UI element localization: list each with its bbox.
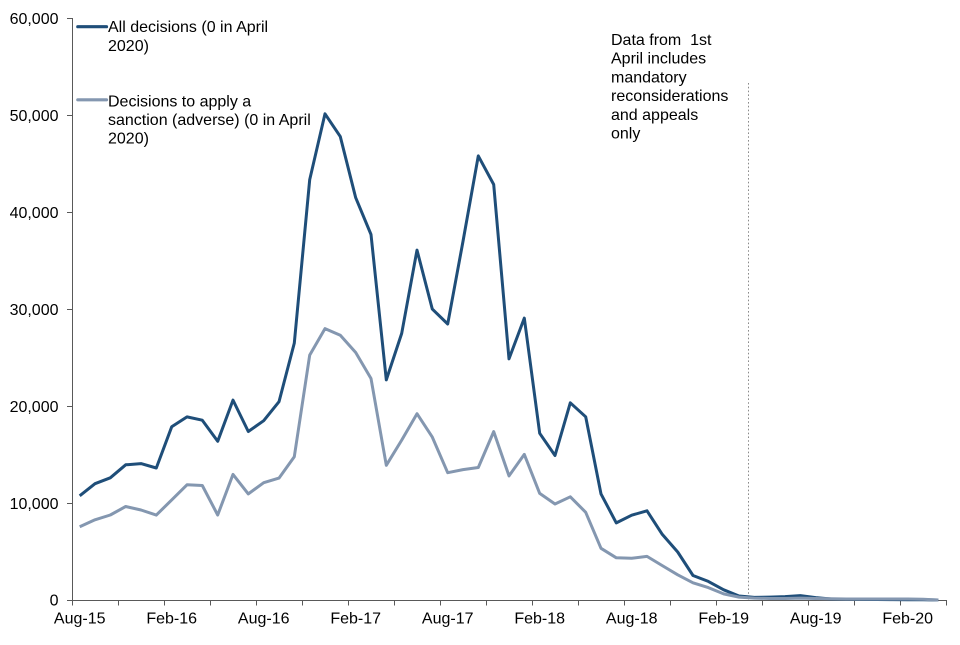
svg-text:30,000: 30,000 (10, 302, 59, 319)
svg-text:Data from 1st: Data from 1st (611, 32, 712, 49)
svg-text:60,000: 60,000 (10, 11, 59, 28)
svg-text:Feb-20: Feb-20 (882, 611, 933, 628)
svg-text:Aug-18: Aug-18 (606, 611, 658, 628)
svg-text:Feb-16: Feb-16 (146, 611, 197, 628)
svg-text:10,000: 10,000 (10, 496, 59, 513)
svg-text:Aug-15: Aug-15 (54, 611, 106, 628)
svg-text:2020): 2020) (108, 131, 149, 148)
svg-text:only: only (611, 126, 640, 143)
svg-text:April includes: April includes (611, 51, 706, 68)
svg-text:Aug-16: Aug-16 (238, 611, 290, 628)
svg-text:20,000: 20,000 (10, 399, 59, 416)
svg-text:Feb-19: Feb-19 (698, 611, 749, 628)
svg-text:Aug-19: Aug-19 (790, 611, 842, 628)
svg-text:All decisions (0 in April: All decisions (0 in April (108, 19, 268, 36)
svg-text:Feb-18: Feb-18 (514, 611, 565, 628)
svg-text:50,000: 50,000 (10, 108, 59, 125)
svg-text:Aug-17: Aug-17 (422, 611, 474, 628)
svg-text:Feb-17: Feb-17 (330, 611, 381, 628)
svg-text:Decisions to apply a: Decisions to apply a (108, 93, 251, 110)
svg-text:sanction (adverse) (0 in April: sanction (adverse) (0 in April (108, 112, 311, 129)
svg-text:reconsiderations: reconsiderations (611, 88, 728, 105)
svg-text:and appeals: and appeals (611, 107, 698, 124)
svg-text:2020): 2020) (108, 38, 149, 55)
svg-text:40,000: 40,000 (10, 205, 59, 222)
svg-text:0: 0 (50, 593, 59, 610)
svg-text:mandatory: mandatory (611, 69, 687, 86)
